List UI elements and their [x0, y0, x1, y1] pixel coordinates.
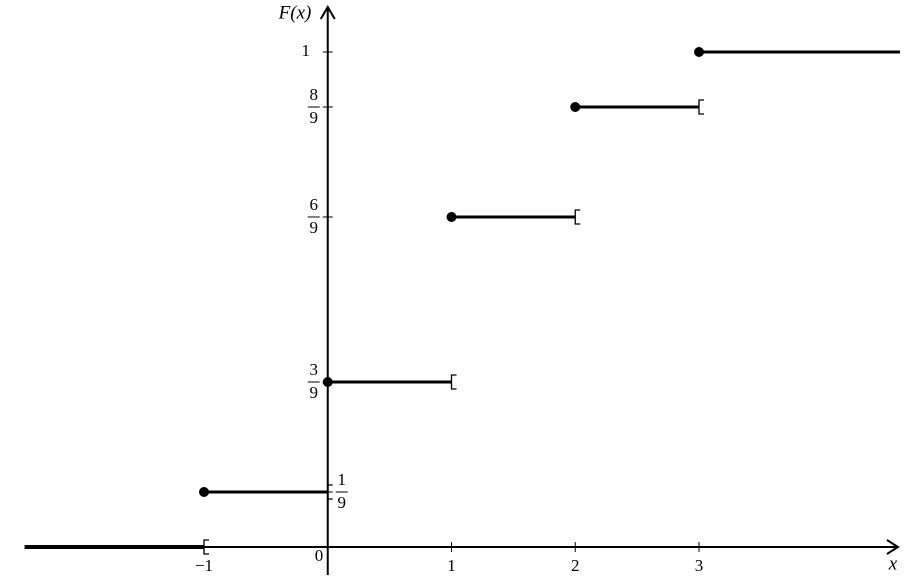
open-end — [450, 374, 457, 390]
closed-point — [446, 211, 457, 222]
y-tick-denominator: 9 — [310, 218, 319, 237]
x-axis-label: x — [888, 553, 898, 574]
closed-point — [570, 101, 581, 112]
closed-point — [199, 487, 209, 498]
open-end — [574, 209, 581, 225]
x-tick-label: 1 — [447, 556, 456, 575]
y-tick-numerator: 1 — [338, 470, 347, 489]
open-end — [203, 539, 209, 555]
y-tick-numerator: 8 — [310, 85, 319, 104]
origin-label: 0 — [315, 546, 324, 565]
y-arrow — [319, 5, 336, 20]
y-tick-denominator: 9 — [310, 383, 319, 402]
open-end — [698, 99, 704, 115]
y-tick-label: 1 — [302, 41, 311, 60]
y-tick-numerator: 3 — [310, 360, 319, 379]
x-tick-label: −1 — [195, 556, 213, 575]
open-end — [327, 484, 333, 500]
y-tick-denominator: 9 — [310, 108, 319, 127]
y-tick-denominator: 9 — [338, 493, 347, 512]
x-arrow — [886, 539, 900, 555]
y-tick-numerator: 6 — [310, 195, 319, 214]
x-tick-label: 2 — [571, 556, 580, 575]
closed-point — [694, 47, 704, 57]
closed-point — [322, 377, 333, 388]
y-axis-label: F(x) — [278, 2, 312, 23]
x-tick-label: 3 — [695, 556, 704, 575]
